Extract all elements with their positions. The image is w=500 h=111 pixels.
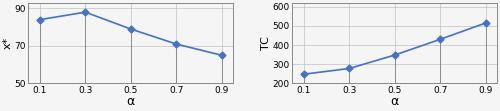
Y-axis label: TC: TC bbox=[261, 36, 271, 50]
X-axis label: α: α bbox=[390, 95, 399, 108]
X-axis label: α: α bbox=[126, 95, 135, 108]
Y-axis label: x*: x* bbox=[3, 37, 13, 49]
